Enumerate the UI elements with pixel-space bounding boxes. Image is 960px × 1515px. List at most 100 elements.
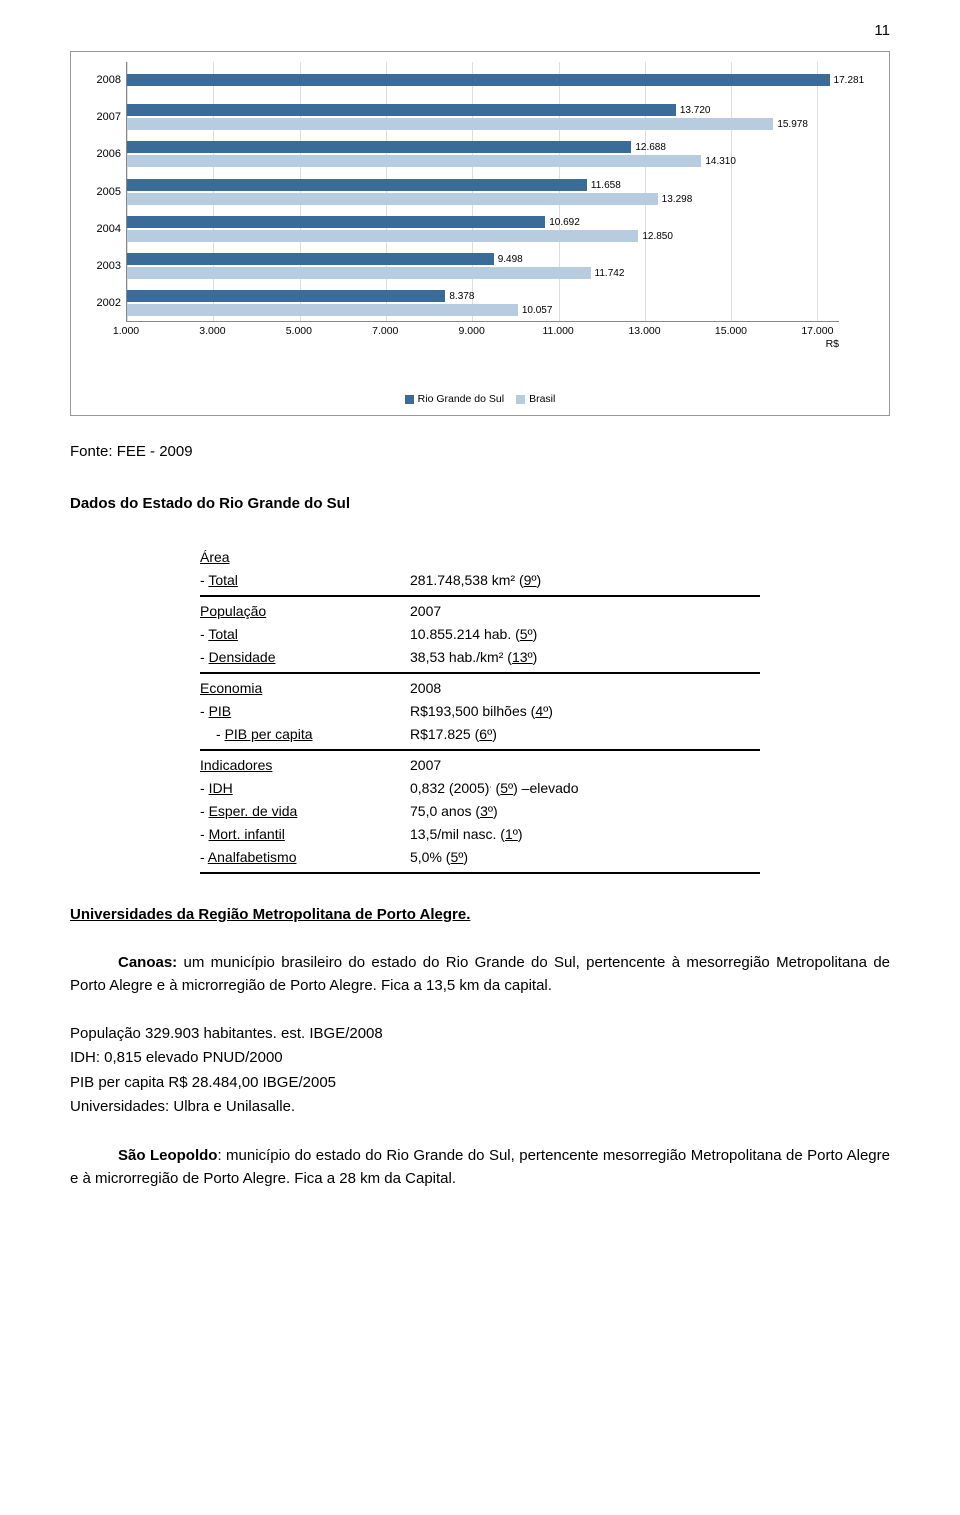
table-row: - Densidade38,53 hab./km² (13º) [200,646,760,669]
table-cell-left: - Total [200,569,410,592]
legend-swatch [405,395,414,404]
table-cell-right: 281.748,538 km² (9º) [410,569,760,592]
table-group-header: Indicadores [200,754,410,777]
table-group-header: Área [200,546,410,569]
table-cell-left: - PIB per capita [200,723,410,746]
bar-value-label: 10.692 [549,215,580,230]
table-group-header: População [200,600,410,623]
legend-item: Brasil [516,392,555,408]
y-axis-label: 2004 [97,220,121,237]
table-cell-left: - Densidade [200,646,410,669]
legend-label: Brasil [529,392,555,408]
table-cell-right: 38,53 hab./km² (13º) [410,646,760,669]
table-row: - Analfabetismo5,0% (5º) [200,846,760,869]
bar [127,230,638,242]
bar [127,216,545,228]
bar-value-label: 12.850 [642,229,673,244]
legend-swatch [516,395,525,404]
bar [127,104,676,116]
table-cell-left: - Total [200,623,410,646]
table-cell-right: 5,0% (5º) [410,846,760,869]
y-axis-label: 2008 [97,72,121,89]
bar-value-label: 15.978 [777,117,808,132]
table-row: - PIB per capitaR$17.825 (6º) [200,723,760,746]
bar-value-label: 11.742 [595,266,625,281]
bar-value-label: 13.720 [680,103,711,118]
table-row: - IDH0,832 (2005). (5º) –elevado [200,777,760,800]
y-axis-label: 2006 [97,146,121,163]
data-table: Área- Total281.748,538 km² (9º)População… [200,546,760,874]
x-axis-label: 13.000 [628,324,660,340]
y-axis-label: 2007 [97,109,121,126]
bar [127,290,445,302]
table-cell-left: - Mort. infantil [200,823,410,846]
table-group-header: Economia [200,677,410,700]
x-axis-label: 7.000 [372,324,398,340]
bar [127,253,494,265]
table-group-header-right [410,546,760,569]
canoas-label: Canoas: [118,954,177,971]
list-item: PIB per capita R$ 28.484,00 IBGE/2005 [70,1072,890,1095]
x-axis-label: 5.000 [286,324,312,340]
canoas-text: um município brasileiro do estado do Rio… [70,954,890,994]
x-axis-unit: R$ [826,337,839,353]
bar [127,141,631,153]
bar [127,179,587,191]
table-row: - PIBR$193,500 bilhões (4º) [200,700,760,723]
list-item: População 329.903 habitantes. est. IBGE/… [70,1023,890,1046]
table-row: - Total281.748,538 km² (9º) [200,569,760,592]
y-axis-label: 2005 [97,183,121,200]
x-axis-label: 9.000 [459,324,485,340]
legend-item: Rio Grande do Sul [405,392,504,408]
table-row: - Mort. infantil13,5/mil nasc. (1º) [200,823,760,846]
bar-value-label: 11.658 [591,178,621,193]
table-cell-left: - PIB [200,700,410,723]
paragraph-canoas: Canoas: um município brasileiro do estad… [70,951,890,998]
table-cell-right: R$17.825 (6º) [410,723,760,746]
y-axis-label: 2003 [97,258,121,275]
x-axis-label: 11.000 [542,324,573,340]
legend-label: Rio Grande do Sul [418,392,504,408]
subsection-title: Universidades da Região Metropolitana de… [70,904,890,927]
bar-chart: 2008 2007 2006 2005 2004 2003 2002 17.281 13.720… [70,51,890,416]
sao-leopoldo-label: São Leopoldo [118,1147,217,1164]
bar-value-label: 13.298 [662,192,693,207]
canoas-list: População 329.903 habitantes. est. IBGE/… [70,1023,890,1119]
table-cell-right: 13,5/mil nasc. (1º) [410,823,760,846]
table-cell-left: - Esper. de vida [200,800,410,823]
list-item: Universidades: Ulbra e Unilasalle. [70,1096,890,1119]
list-item: IDH: 0,815 elevado PNUD/2000 [70,1047,890,1070]
page-number: 11 [70,20,890,43]
table-group-header-right: 2007 [410,754,760,777]
bar-value-label: 8.378 [449,289,474,304]
bar [127,118,773,130]
table-group-header-right: 2008 [410,677,760,700]
x-axis-label: 15.000 [715,324,747,340]
paragraph-sao-leopoldo: São Leopoldo: município do estado do Rio… [70,1144,890,1191]
table-group-header-right: 2007 [410,600,760,623]
x-axis-label: 3.000 [199,324,225,340]
y-axis-label: 2002 [97,295,121,312]
table-cell-right: 0,832 (2005). (5º) –elevado [410,777,760,800]
table-cell-right: 10.855.214 hab. (5º) [410,623,760,646]
bar [127,304,518,316]
table-cell-right: R$193,500 bilhões (4º) [410,700,760,723]
bar [127,74,830,86]
section-title: Dados do Estado do Rio Grande do Sul [70,493,890,516]
table-cell-right: 75,0 anos (3º) [410,800,760,823]
bar [127,193,658,205]
table-row: - Total10.855.214 hab. (5º) [200,623,760,646]
bar [127,267,591,279]
bar-value-label: 10.057 [522,303,553,318]
bar [127,155,701,167]
chart-legend: Rio Grande do Sul Brasil [86,392,874,410]
chart-source: Fonte: FEE - 2009 [70,441,890,464]
table-cell-left: - Analfabetismo [200,846,410,869]
table-cell-left: - IDH [200,777,410,800]
bar-value-label: 17.281 [834,73,865,88]
bar-value-label: 14.310 [705,154,736,169]
x-axis-label: 1.000 [113,324,139,340]
bar-value-label: 9.498 [498,252,523,267]
table-row: - Esper. de vida75,0 anos (3º) [200,800,760,823]
bar-value-label: 12.688 [635,140,666,155]
